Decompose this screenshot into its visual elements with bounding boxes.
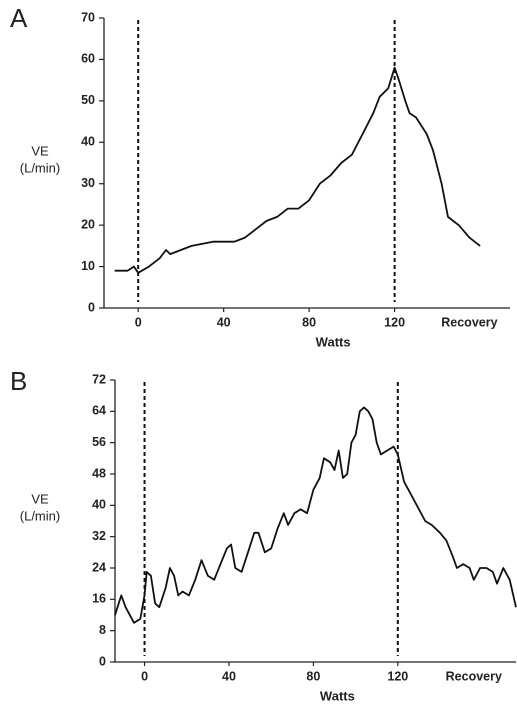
- y-tick-label: 8: [99, 623, 106, 637]
- x-tick-label: 120: [387, 669, 408, 683]
- y-axis-label: (L/min): [20, 160, 60, 175]
- y-tick-label: 0: [88, 300, 95, 314]
- data-line: [114, 66, 481, 274]
- y-tick-label: 20: [81, 217, 95, 231]
- y-axis-label: (L/min): [20, 508, 60, 523]
- y-axis-label: VE: [31, 491, 49, 506]
- x-tick-label: 0: [141, 669, 148, 683]
- x-tick-label: 80: [302, 315, 316, 329]
- y-tick-label: 24: [92, 560, 106, 574]
- y-tick-label: 40: [81, 135, 95, 149]
- y-tick-label: 0: [99, 654, 106, 668]
- x-tick-label: 120: [384, 315, 405, 329]
- y-tick-label: 48: [92, 466, 106, 480]
- y-tick-label: 10: [81, 259, 95, 273]
- y-tick-label: 40: [92, 498, 106, 512]
- y-tick-label: 50: [81, 93, 95, 107]
- x-tick-label: 40: [222, 669, 236, 683]
- y-tick-label: 30: [81, 176, 95, 190]
- y-tick-label: 70: [81, 10, 95, 24]
- x-tick-label: 80: [306, 669, 320, 683]
- x-tick-label: Recovery: [446, 669, 502, 683]
- x-axis-label: Watts: [320, 688, 355, 703]
- y-axis-label: VE: [31, 143, 49, 158]
- y-tick-label: 32: [92, 529, 106, 543]
- y-tick-label: 64: [92, 404, 106, 418]
- data-line: [114, 406, 517, 624]
- x-tick-label: 0: [135, 315, 142, 329]
- y-tick-label: 72: [92, 372, 106, 386]
- panel-label: A: [10, 3, 28, 33]
- x-tick-label: Recovery: [441, 315, 497, 329]
- y-tick-label: 16: [92, 592, 106, 606]
- panel-label: B: [10, 366, 27, 396]
- x-axis-label: Watts: [316, 334, 351, 349]
- y-tick-label: 56: [92, 435, 106, 449]
- x-tick-label: 40: [217, 315, 231, 329]
- y-tick-label: 60: [81, 52, 95, 66]
